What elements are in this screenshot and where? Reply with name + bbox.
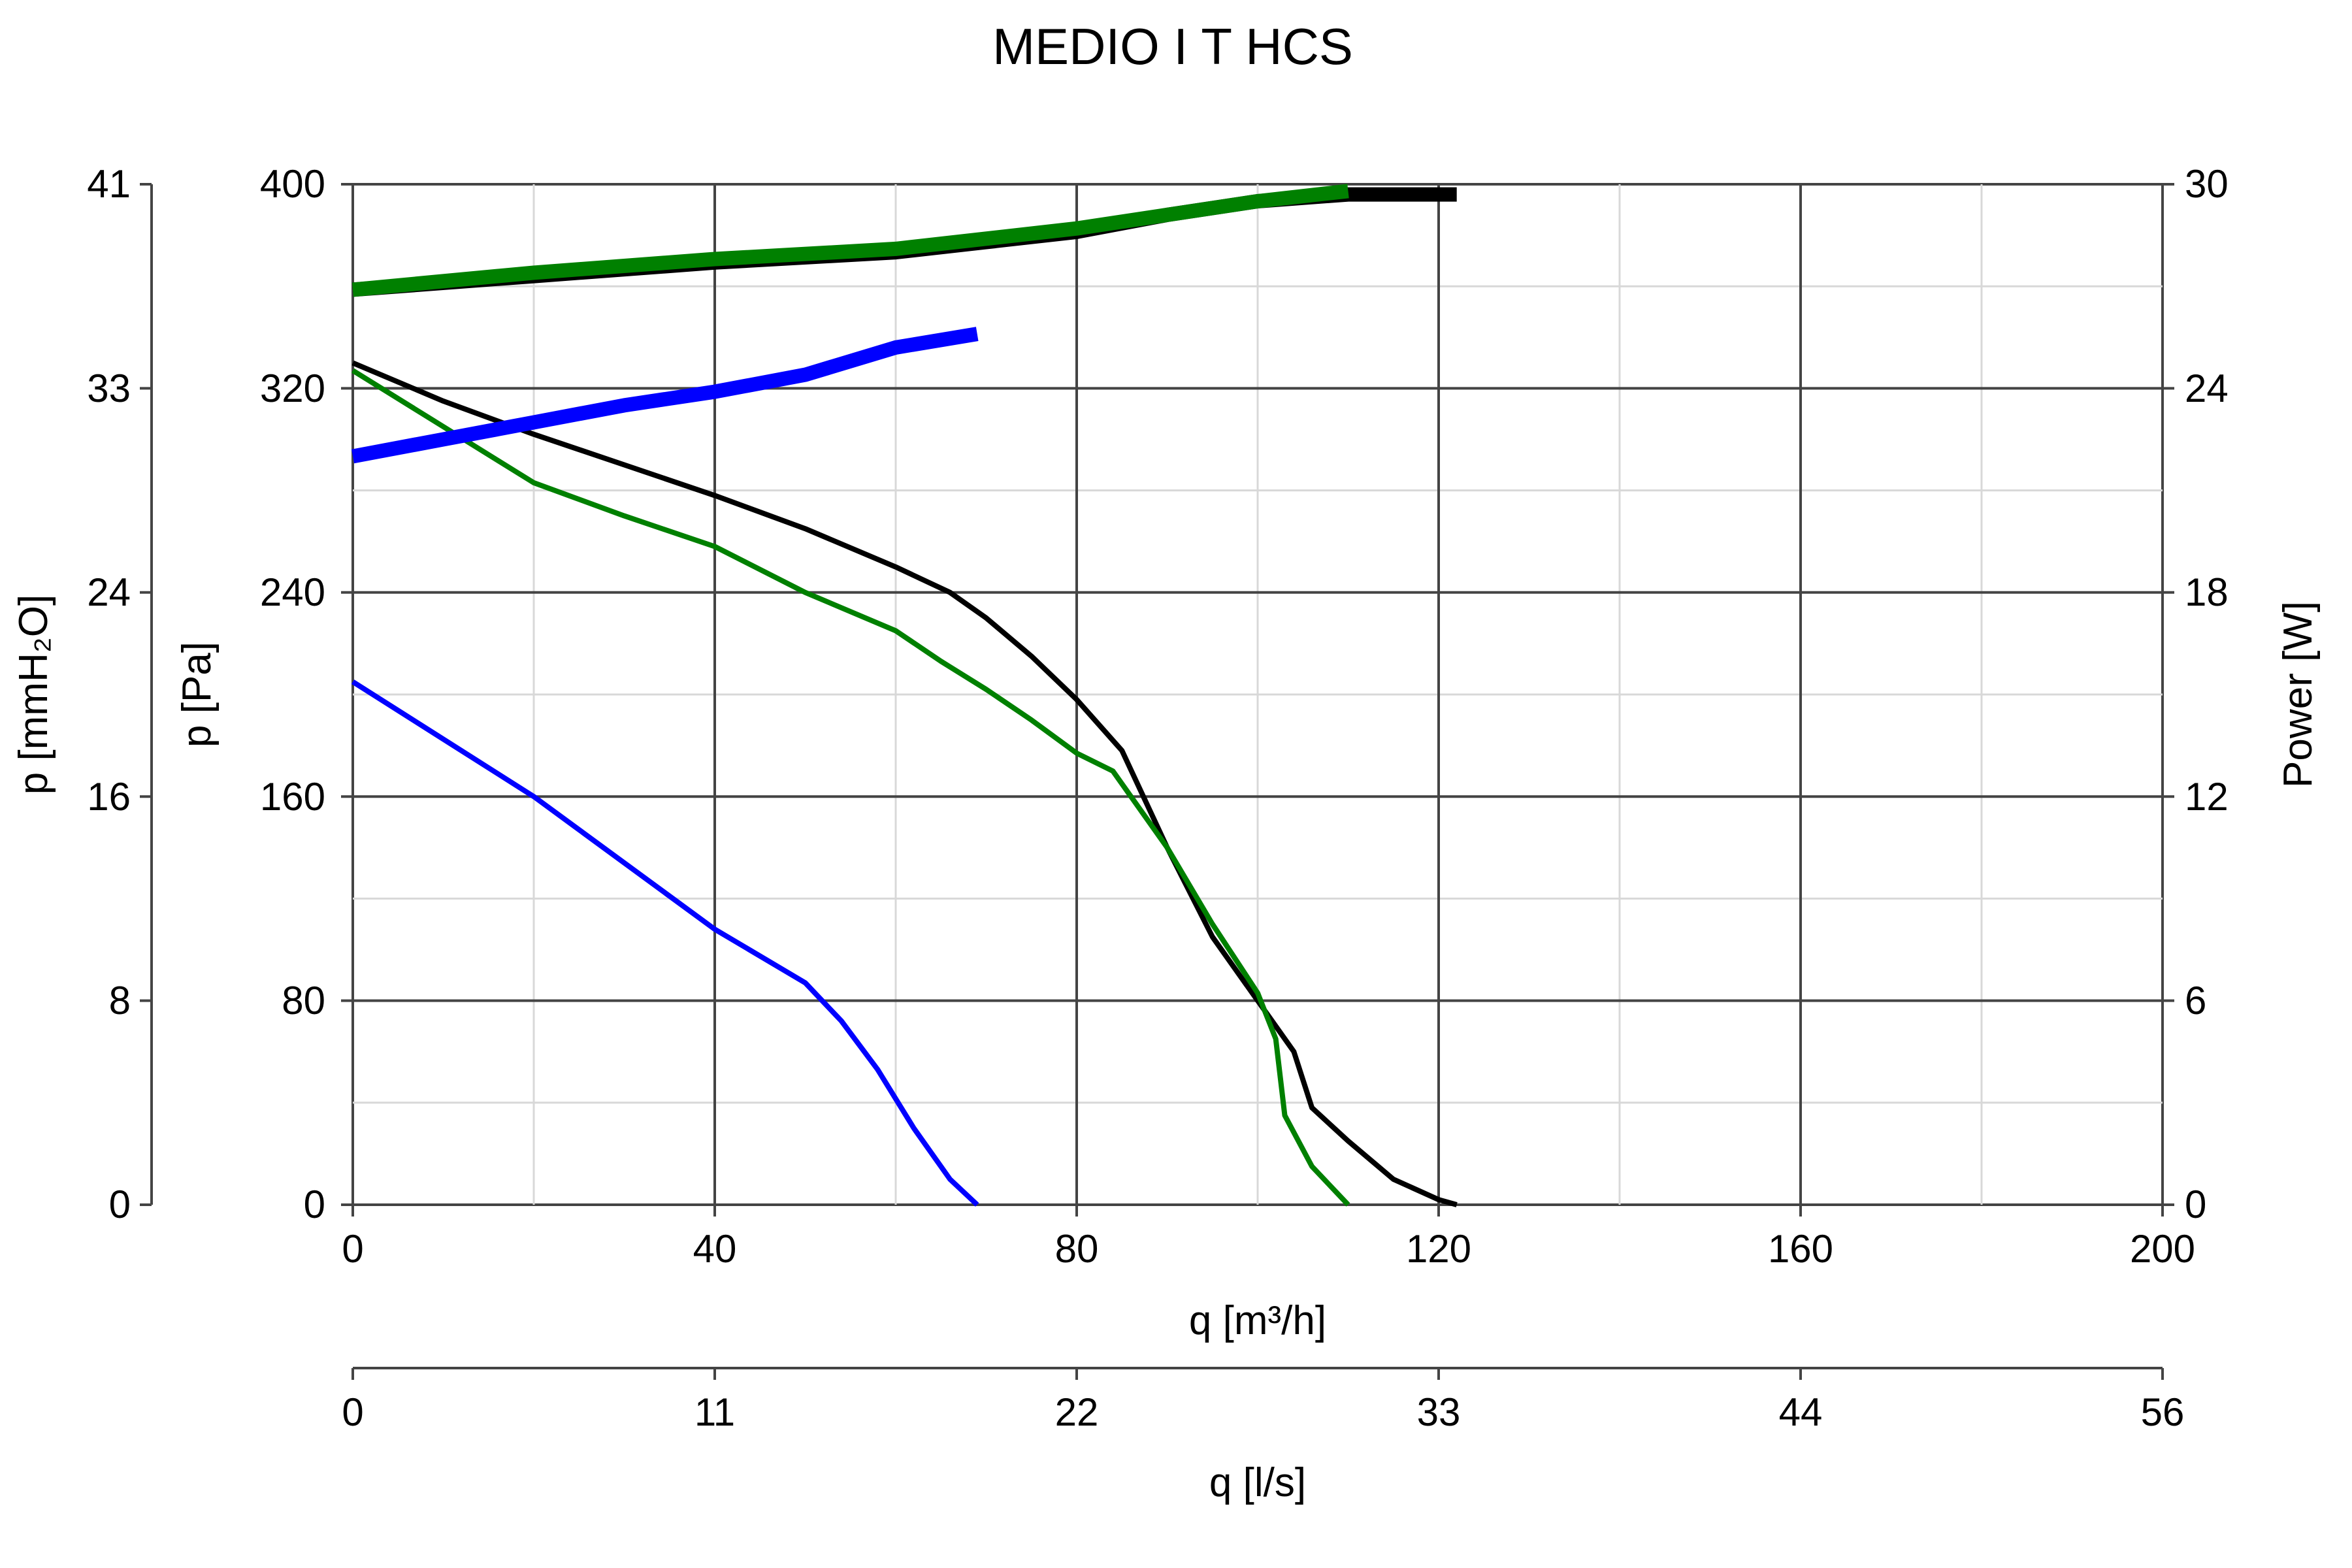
x-tick-label: 40 [693,1227,737,1271]
y-mmh2o-tick-label: 16 [87,775,131,819]
axis-tick-marks [140,183,2174,1380]
y-mmh2o-tick-label: 24 [87,570,131,614]
y-mmh2o-tick-label: 0 [109,1183,131,1226]
x-ls-axis-title: q [l/s] [1209,1460,1306,1505]
y-power-axis-title: Power [W] [2276,601,2321,788]
y-pa-tick-label: 160 [260,775,325,819]
y-power-tick-label: 18 [2185,570,2229,614]
series-layer [351,184,1458,1207]
y-pa-axis-title: p [Pa] [174,642,220,747]
x-ls-tick-label: 0 [342,1390,363,1434]
power-curve-line [351,327,979,464]
x-ls-tick-label: 11 [694,1390,735,1434]
y-power-tick-label: 12 [2185,775,2229,819]
pressure-curve-line [351,360,1458,1207]
y-power-tick-label: 30 [2185,162,2229,206]
y-power-tick-label: 6 [2185,979,2206,1022]
y-pa-tick-label: 240 [260,570,325,614]
x-tick-label: 120 [1406,1227,1471,1271]
x-ls-tick-label: 22 [1055,1390,1099,1434]
x-tick-label: 80 [1055,1227,1099,1271]
x-tick-label: 200 [2130,1227,2195,1271]
y-power-tick-label: 0 [2185,1183,2206,1226]
chart-title: MEDIO I T HCS [992,18,1353,75]
y-pa-tick-label: 400 [260,162,325,206]
pressure-curve-line [351,679,979,1207]
power-curve-line [351,184,1349,297]
x-ls-tick-label: 33 [1417,1390,1461,1434]
y-pa-tick-label: 80 [282,979,325,1022]
y-power-tick-label: 24 [2185,367,2229,410]
y-pa-tick-label: 320 [260,367,325,410]
y-mmh2o-tick-label: 8 [109,979,131,1022]
x-tick-label: 0 [342,1227,363,1271]
major-gridlines [353,184,2163,1205]
x-axis-title: q [m³/h] [1189,1298,1326,1343]
x-ls-tick-label: 56 [2141,1390,2185,1434]
x-tick-label: 160 [1768,1227,1833,1271]
y-mmh2o-tick-label: 33 [87,367,131,410]
x-ls-tick-label: 44 [1779,1390,1823,1434]
y-pa-tick-label: 0 [304,1183,325,1226]
y-mmh2o-axis-title: p [mmH₂O] [11,595,56,795]
y-mmh2o-tick-label: 41 [87,162,131,206]
pressure-curve-line [351,368,1350,1207]
